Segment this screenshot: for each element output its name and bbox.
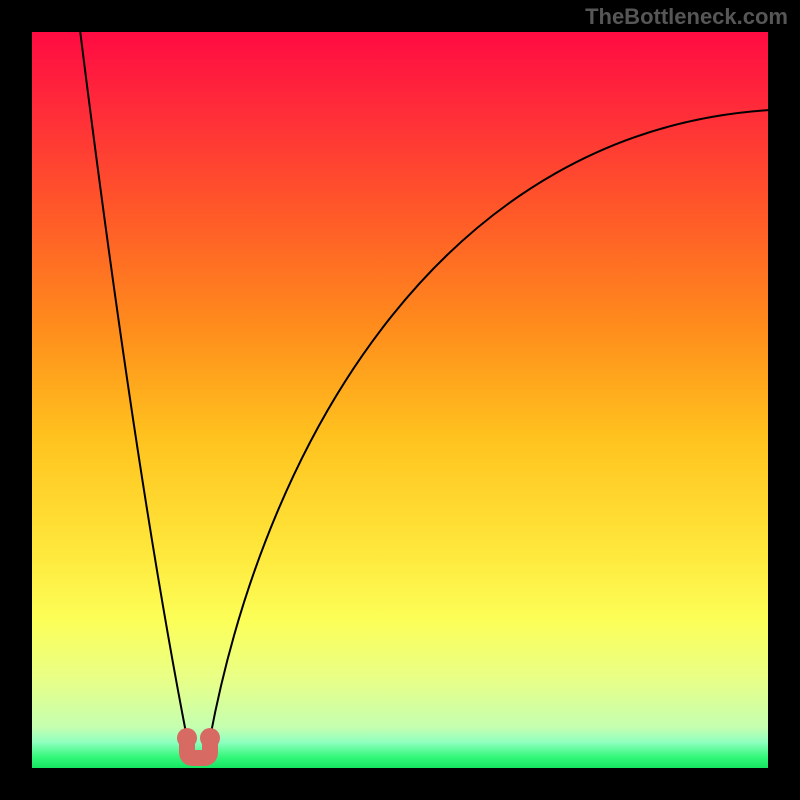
bottleneck-chart [0, 0, 800, 800]
marker-dot-1 [200, 728, 220, 748]
watermark-text: TheBottleneck.com [585, 4, 788, 30]
marker-dot-0 [177, 728, 197, 748]
chart-container: TheBottleneck.com [0, 0, 800, 800]
chart-background-gradient [32, 32, 768, 768]
